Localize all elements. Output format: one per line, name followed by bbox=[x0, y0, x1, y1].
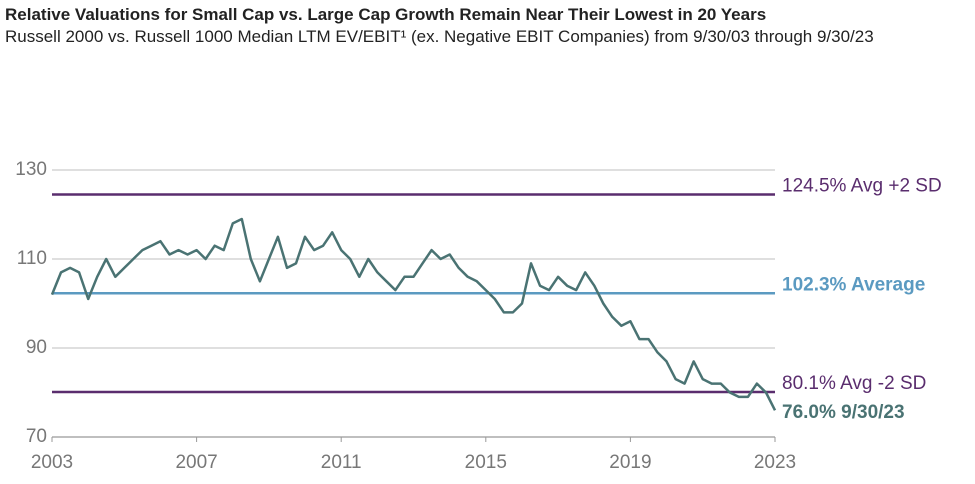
end-label: 76.0% 9/30/23 bbox=[782, 402, 905, 423]
y-tick-label: 110 bbox=[17, 248, 47, 269]
x-tick-label: 2007 bbox=[175, 452, 217, 473]
y-tick-label: 90 bbox=[26, 337, 47, 358]
header: Relative Valuations for Small Cap vs. La… bbox=[5, 4, 935, 48]
x-tick-label: 2023 bbox=[754, 452, 796, 473]
x-tick-label: 2015 bbox=[465, 452, 507, 473]
reference-label: 124.5% Avg +2 SD bbox=[782, 175, 942, 196]
x-tick-label: 2011 bbox=[321, 452, 362, 473]
x-tick-label: 2003 bbox=[31, 452, 73, 473]
y-tick-label: 70 bbox=[26, 426, 47, 447]
x-tick-label: 2019 bbox=[609, 452, 651, 473]
chart-subtitle: Russell 2000 vs. Russell 1000 Median LTM… bbox=[5, 27, 874, 46]
chart-title: Relative Valuations for Small Cap vs. La… bbox=[5, 5, 767, 24]
reference-label: 102.3% Average bbox=[782, 274, 925, 295]
data-line bbox=[50, 217, 777, 411]
y-tick-label: 130 bbox=[15, 159, 47, 180]
reference-label: 80.1% Avg -2 SD bbox=[782, 373, 926, 394]
